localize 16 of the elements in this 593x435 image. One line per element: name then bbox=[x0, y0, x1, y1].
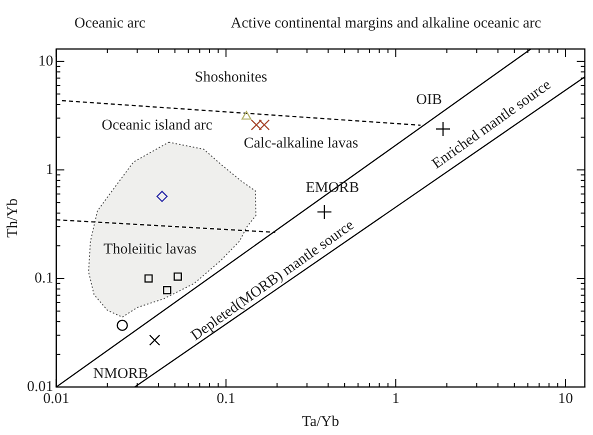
y-tick-label: 0.1 bbox=[34, 270, 54, 286]
text: Active continental margins and alkaline oceanic arc bbox=[230, 16, 542, 32]
y-tick-label: 1 bbox=[46, 162, 54, 178]
annotation: NMORB bbox=[93, 366, 148, 382]
x-axis-title: Ta/Yb bbox=[302, 414, 340, 430]
x-tick-label: 1 bbox=[392, 390, 400, 407]
annotation: Calc-alkaline lavas bbox=[244, 136, 358, 152]
y-tick-label: 10 bbox=[38, 53, 54, 70]
annotation: Shoshonites bbox=[194, 70, 268, 86]
x-tick-label: 10 bbox=[558, 390, 573, 407]
x-tick-label: 0.1 bbox=[216, 390, 236, 407]
annotation: Tholeiitic lavas bbox=[104, 242, 196, 258]
annotation: Oceanic island arc bbox=[102, 118, 212, 134]
annotation: OIB bbox=[416, 92, 442, 108]
y-axis-title: Th/Yb bbox=[4, 198, 21, 238]
text: Oceanic arc bbox=[74, 16, 146, 32]
